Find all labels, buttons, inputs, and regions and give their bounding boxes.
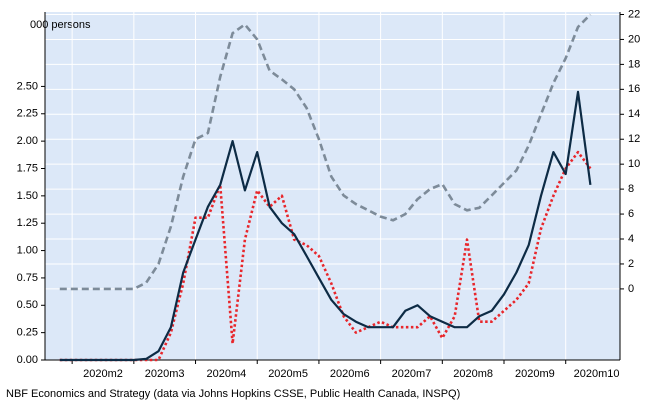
y-tick-label: 1.50 <box>17 190 38 202</box>
y-tick-label: 0.00 <box>17 354 38 366</box>
y-tick-label: 1.75 <box>17 162 38 174</box>
y2-tick-label: 2 <box>628 258 634 270</box>
y2-tick-label: 22 <box>628 8 640 20</box>
x-tick-label: 2020m4 <box>207 368 247 380</box>
y2-tick-label: 6 <box>628 208 634 220</box>
series-line <box>59 13 592 291</box>
y-tick-label: 1.25 <box>17 217 38 229</box>
y2-tick-label: 14 <box>628 108 640 120</box>
y-tick-label: 1.00 <box>17 244 38 256</box>
x-tick-label: 2020m10 <box>574 368 620 380</box>
y2-tick-label: 20 <box>628 33 640 45</box>
y-tick-label: 2.25 <box>17 108 38 120</box>
y2-tick-label: 0 <box>628 283 634 295</box>
x-tick-label: 2020m9 <box>515 368 555 380</box>
y-unit-label: 000 persons <box>30 19 91 31</box>
y2-tick-label: 16 <box>628 83 640 95</box>
series-line <box>59 150 592 362</box>
series-line <box>59 90 592 362</box>
x-tick-label: 2020m3 <box>145 368 185 380</box>
x-tick-label: 2020m7 <box>392 368 432 380</box>
x-tick-label: 2020m8 <box>453 368 493 380</box>
y-tick-label: 0.25 <box>17 327 38 339</box>
y2-tick-label: 12 <box>628 133 640 145</box>
x-tick-label: 2020m6 <box>330 368 370 380</box>
y-tick-label: 0.75 <box>17 272 38 284</box>
y2-tick-label: 4 <box>628 233 634 245</box>
y2-tick-label: 10 <box>628 158 640 170</box>
source-note: NBF Economics and Strategy (data via Joh… <box>6 388 460 400</box>
y2-tick-label: 8 <box>628 183 634 195</box>
y-tick-label: 2.00 <box>17 135 38 147</box>
y-tick-label: 0.50 <box>17 299 38 311</box>
y-tick-label: 2.50 <box>17 80 38 92</box>
x-tick-label: 2020m5 <box>268 368 308 380</box>
x-tick-label: 2020m2 <box>83 368 123 380</box>
y2-tick-label: 18 <box>628 58 640 70</box>
